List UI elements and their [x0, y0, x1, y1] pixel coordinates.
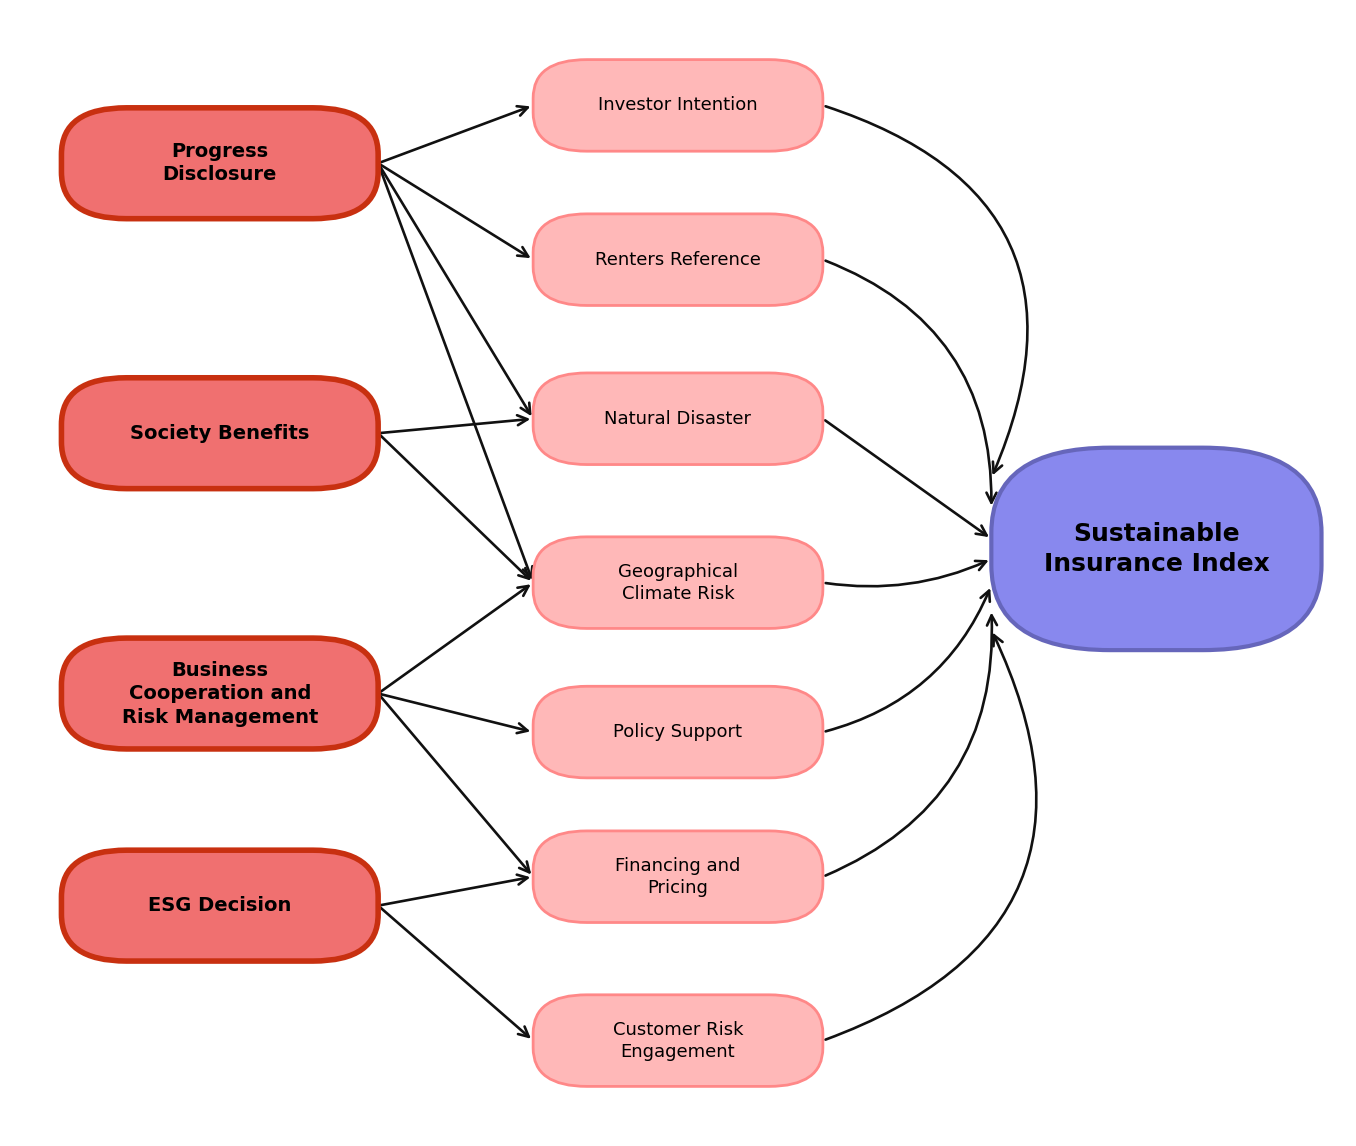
Text: Geographical
Climate Risk: Geographical Climate Risk — [618, 563, 738, 603]
FancyBboxPatch shape — [991, 448, 1322, 650]
FancyBboxPatch shape — [61, 850, 378, 961]
Text: Sustainable
Insurance Index: Sustainable Insurance Index — [1044, 523, 1269, 575]
FancyBboxPatch shape — [61, 378, 378, 488]
FancyBboxPatch shape — [533, 372, 823, 464]
FancyBboxPatch shape — [533, 686, 823, 778]
Text: Policy Support: Policy Support — [613, 723, 743, 741]
Text: Renters Reference: Renters Reference — [595, 251, 761, 268]
Text: Investor Intention: Investor Intention — [598, 96, 758, 115]
Text: Customer Risk
Engagement: Customer Risk Engagement — [613, 1020, 743, 1061]
FancyBboxPatch shape — [61, 638, 378, 749]
Text: Business
Cooperation and
Risk Management: Business Cooperation and Risk Management — [122, 660, 317, 727]
Text: Natural Disaster: Natural Disaster — [605, 410, 751, 427]
Text: Progress
Disclosure: Progress Disclosure — [163, 142, 277, 185]
FancyBboxPatch shape — [533, 60, 823, 151]
FancyBboxPatch shape — [533, 995, 823, 1086]
FancyBboxPatch shape — [533, 536, 823, 628]
FancyBboxPatch shape — [61, 108, 378, 219]
FancyBboxPatch shape — [533, 831, 823, 923]
Text: Financing and
Pricing: Financing and Pricing — [616, 856, 740, 897]
Text: Society Benefits: Society Benefits — [130, 424, 309, 442]
FancyBboxPatch shape — [533, 214, 823, 306]
Text: ESG Decision: ESG Decision — [148, 896, 292, 916]
